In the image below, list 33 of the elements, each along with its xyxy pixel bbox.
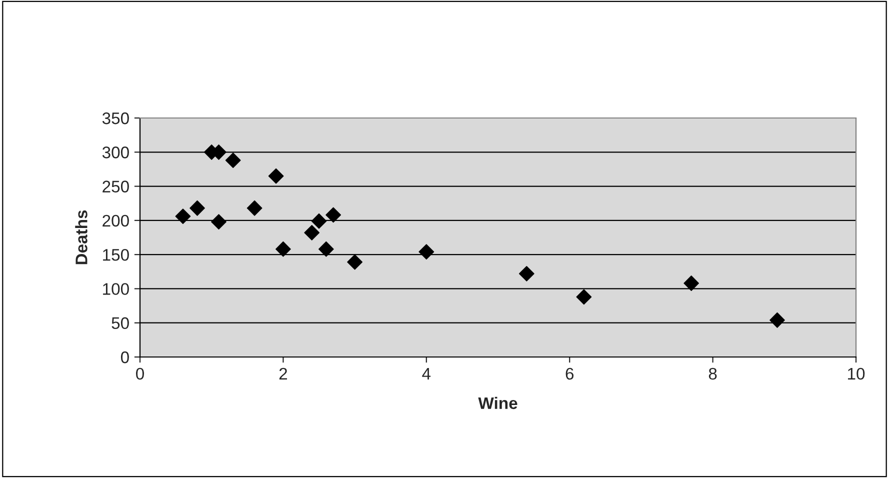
y-tick-label: 100 xyxy=(103,283,129,295)
x-axis-title: Wine xyxy=(478,396,518,410)
y-tick-label: 0 xyxy=(120,351,129,364)
x-tick-label: 4 xyxy=(422,368,431,380)
y-tick-label: 50 xyxy=(112,317,129,330)
point xyxy=(418,244,434,260)
x-tick-label: 10 xyxy=(848,368,865,380)
point xyxy=(311,213,327,229)
y-tick-label: 150 xyxy=(103,248,129,261)
y-tick-label: 350 xyxy=(102,112,129,124)
point xyxy=(347,254,362,270)
point xyxy=(576,289,592,305)
point xyxy=(225,152,241,168)
point xyxy=(268,168,284,184)
point xyxy=(175,208,191,224)
x-tick-label: 0 xyxy=(136,368,144,380)
y-tick-label: 250 xyxy=(102,180,129,192)
x-tick-label: 6 xyxy=(566,368,574,380)
point xyxy=(190,200,205,216)
point xyxy=(304,225,320,240)
point xyxy=(276,241,291,257)
y-tick-label: 300 xyxy=(102,146,129,158)
point xyxy=(211,214,226,230)
x-tick-label: 8 xyxy=(708,368,717,380)
point xyxy=(518,266,534,282)
point xyxy=(246,200,262,216)
x-tick-label: 2 xyxy=(279,368,287,380)
point xyxy=(684,276,700,291)
point xyxy=(770,312,785,328)
y-tick-label: 200 xyxy=(102,214,129,227)
point xyxy=(326,207,342,223)
y-axis-title: Deaths xyxy=(75,210,88,264)
point xyxy=(318,241,334,257)
